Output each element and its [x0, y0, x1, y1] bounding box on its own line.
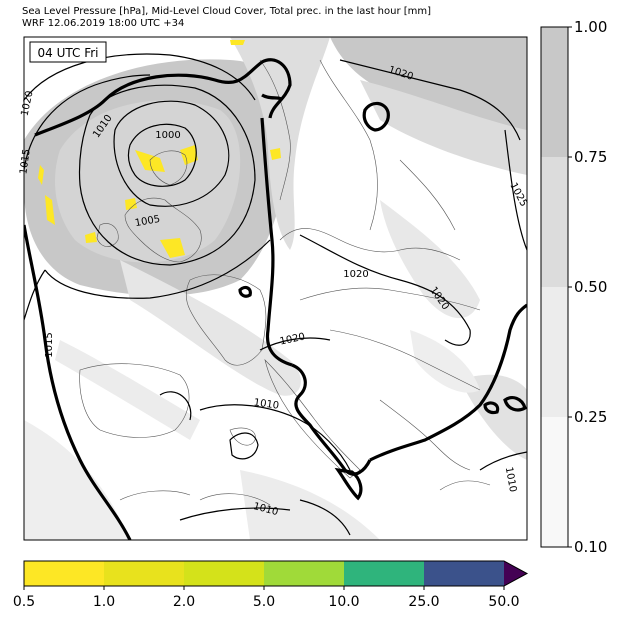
- map-panel: 1020 1015 1010 1000 1005 1020 1025 1020 …: [18, 36, 529, 541]
- precip-tick-label: 5.0: [253, 594, 275, 610]
- cloud-tick-label: 0.10: [574, 538, 607, 556]
- precip-tick-label: 2.0: [173, 594, 195, 610]
- precip-tick-label: 10.0: [328, 594, 359, 610]
- isobar-label: 1005: [134, 214, 161, 229]
- precip-colorbar-extend-arrow: [504, 561, 527, 586]
- cloud-colorbar-segment: [541, 27, 568, 157]
- precip-tick-label: 0.5: [13, 594, 35, 610]
- precipitation-colorbar: 0.5 1.0 2.0 5.0 10.0 25.0 50.0: [13, 560, 529, 610]
- cloud-cover-colorbar: 1.00 0.75 0.50 0.25 0.10: [540, 18, 607, 556]
- cloud-colorbar-segment: [541, 417, 568, 547]
- isobar-label: 1010: [503, 466, 518, 493]
- precip-colorbar-segment: [424, 561, 504, 586]
- cloud-tick-label: 1.00: [574, 18, 607, 36]
- precip-tick-label: 1.0: [93, 594, 115, 610]
- isobar-label: 1020: [343, 269, 368, 280]
- time-box: 04 UTC Fri: [29, 41, 107, 63]
- coastlines-and-borders: [79, 59, 491, 506]
- cloud-cover-shading: [24, 37, 527, 540]
- chart-title: Sea Level Pressure [hPa], Mid-Level Clou…: [22, 6, 432, 17]
- cloud-colorbar-segment: [541, 287, 568, 417]
- isobar-labels: 1020 1015 1010 1000 1005 1020 1025 1020 …: [18, 64, 529, 518]
- cloud-tick-label: 0.25: [574, 408, 607, 426]
- precip-colorbar-segment: [184, 561, 264, 586]
- cloud-tick-label: 0.50: [574, 278, 607, 296]
- model-run-info: WRF 12.06.2019 18:00 UTC +34: [22, 18, 185, 29]
- precip-colorbar-segment: [264, 561, 344, 586]
- isobars: [24, 53, 527, 536]
- precip-colorbar-segment: [344, 561, 424, 586]
- precip-colorbar-segment: [24, 561, 104, 586]
- isobar-label: 1010: [253, 397, 280, 411]
- precip-tick-label: 25.0: [408, 594, 439, 610]
- time-label: 04 UTC Fri: [38, 46, 99, 60]
- isobar-label: 1015: [44, 332, 55, 357]
- isobar-label: 1000: [155, 130, 180, 141]
- isobar-label: 1015: [18, 148, 32, 175]
- isobar-label: 1020: [279, 332, 306, 348]
- bold-isobars: [24, 58, 527, 540]
- cloud-colorbar-segment: [541, 157, 568, 287]
- precip-tick-label: 50.0: [488, 594, 519, 610]
- precip-colorbar-segment: [104, 561, 184, 586]
- cloud-tick-label: 0.75: [574, 148, 607, 166]
